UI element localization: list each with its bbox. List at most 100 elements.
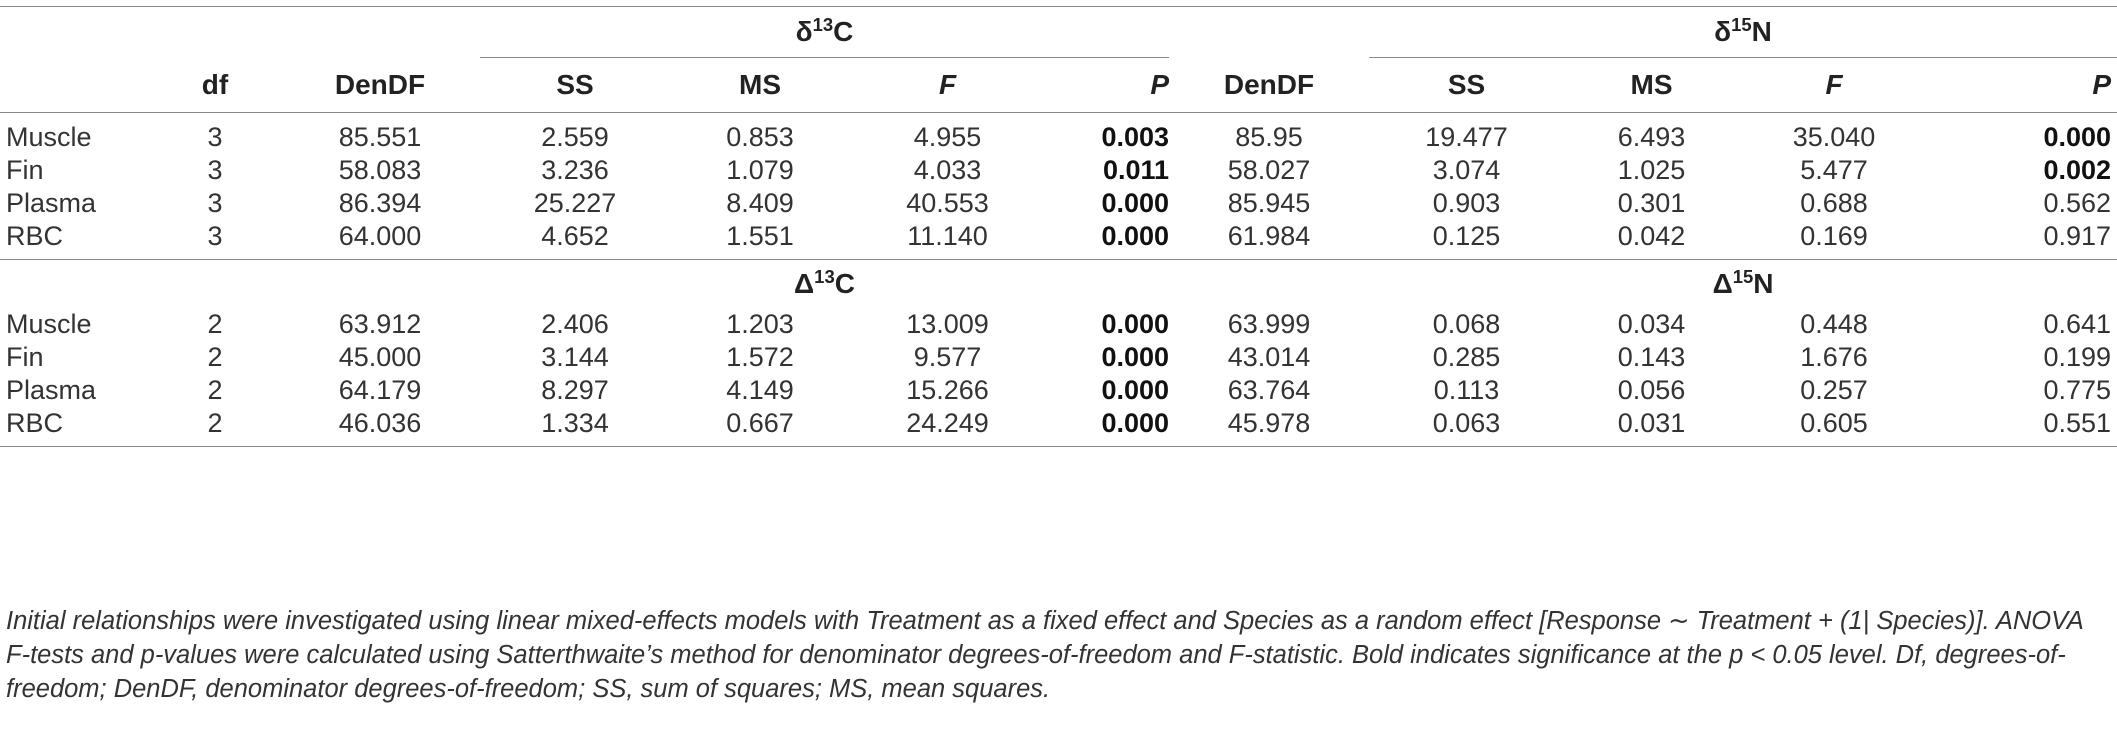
cell-dendf-n: 58.027 — [1227, 155, 1311, 185]
cell-p-c: 0.003 — [1101, 122, 1170, 152]
cell-f-n: 5.477 — [1800, 155, 1868, 185]
cell-ms-c: 8.409 — [726, 188, 794, 218]
cell-dendf-c: 45.000 — [338, 342, 422, 372]
cell-f-n: 0.448 — [1800, 309, 1868, 339]
cell-ss-n: 0.113 — [1433, 375, 1500, 405]
cell-f-c: 24.249 — [906, 408, 989, 438]
cell-ms-n: 0.042 — [1617, 221, 1686, 251]
cell-ms-n: 0.031 — [1617, 408, 1686, 438]
cell-ms-c: 1.572 — [726, 342, 794, 372]
column-header-row: df DenDF SS MS F P DenDF SS MS F P — [0, 58, 2117, 113]
cell-ms-n: 0.301 — [1617, 188, 1686, 218]
cell-ss-c: 1.334 — [541, 408, 609, 438]
cell-p-c: 0.000 — [1101, 375, 1170, 405]
cell-ms-c: 0.667 — [726, 408, 794, 438]
cell-f-c: 15.266 — [906, 375, 989, 405]
table-row: RBC 2 46.036 1.334 0.667 24.249 0.000 45… — [0, 407, 2117, 447]
cell-p-n: 0.002 — [2043, 155, 2112, 185]
cell-df: 3 — [207, 122, 223, 152]
cell-f-c: 4.955 — [913, 122, 982, 152]
table-row: Plasma 2 64.179 8.297 4.149 15.266 0.000… — [0, 374, 2117, 407]
cell-ss-n: 0.903 — [1432, 188, 1501, 218]
row-label-header — [0, 58, 150, 113]
table-row: Plasma 3 86.394 25.227 8.409 40.553 0.00… — [0, 187, 2117, 220]
cell-dendf-n: 61.984 — [1227, 221, 1311, 251]
cell-ss-c: 25.227 — [533, 188, 617, 218]
col-header-ss-n: SS — [1447, 69, 1486, 100]
cell-f-n: 1.676 — [1800, 342, 1868, 372]
cell-f-c: 9.577 — [913, 342, 982, 372]
cell-dendf-c: 64.000 — [338, 221, 422, 251]
cell-p-n: 0.775 — [2043, 375, 2112, 405]
cell-f-c: 13.009 — [906, 309, 989, 339]
cell-ss-c: 8.297 — [541, 375, 609, 405]
cell-p-n: 0.641 — [2043, 309, 2112, 339]
cell-f-n: 0.169 — [1800, 221, 1868, 251]
group-header-row: δ13C δ15N — [0, 6, 2117, 58]
table-row: RBC 3 64.000 4.652 1.551 11.140 0.000 61… — [0, 220, 2117, 260]
row-label: RBC — [6, 408, 64, 438]
cell-p-n: 0.562 — [2043, 188, 2112, 218]
cell-ss-c: 3.144 — [541, 342, 609, 372]
cell-ms-n: 0.034 — [1617, 309, 1686, 339]
empty-header-cell — [280, 7, 480, 58]
empty-header-cell — [280, 259, 480, 308]
cell-dendf-c: 63.912 — [338, 309, 422, 339]
cell-p-c: 0.000 — [1101, 188, 1170, 218]
col-header-ms-c: MS — [739, 69, 781, 100]
cell-ms-c: 1.203 — [726, 309, 794, 339]
empty-header-cell — [1169, 259, 1370, 308]
group-header-D15n: Δ15N — [1369, 259, 2117, 308]
cell-ss-c: 4.652 — [541, 221, 609, 251]
row-label: RBC — [6, 221, 64, 251]
cell-p-n: 0.551 — [2043, 408, 2112, 438]
cell-ms-c: 4.149 — [726, 375, 794, 405]
col-header-dendf-c: DenDF — [334, 68, 426, 100]
cell-p-n: 0.917 — [2043, 221, 2112, 251]
cell-df: 3 — [207, 155, 223, 185]
section-header-row: Δ13C Δ15N — [0, 259, 2117, 308]
anova-table: δ13C δ15N df DenDF SS MS F P DenDF SS MS… — [0, 6, 2117, 447]
empty-header-cell — [0, 7, 150, 58]
cell-df: 2 — [207, 342, 223, 372]
group-header-D13c: Δ13C — [480, 259, 1170, 308]
cell-p-c: 0.000 — [1101, 309, 1170, 339]
cell-df: 3 — [207, 221, 223, 251]
cell-f-c: 4.033 — [913, 155, 982, 185]
cell-dendf-n: 63.999 — [1227, 309, 1311, 339]
cell-f-c: 11.140 — [907, 221, 988, 251]
row-label: Fin — [6, 342, 44, 372]
cell-dendf-c: 46.036 — [338, 408, 422, 438]
table-row: Muscle 3 85.551 2.559 0.853 4.955 0.003 … — [0, 113, 2117, 155]
cell-f-c: 40.553 — [906, 188, 989, 218]
cell-p-c: 0.000 — [1101, 221, 1170, 251]
cell-ms-c: 1.551 — [726, 221, 794, 251]
cell-ss-n: 19.477 — [1425, 122, 1508, 152]
empty-header-cell — [1169, 7, 1369, 58]
cell-ss-n: 0.063 — [1432, 408, 1501, 438]
empty-header-cell — [0, 259, 150, 308]
row-label: Plasma — [6, 188, 97, 218]
row-label: Fin — [6, 155, 44, 185]
cell-dendf-n: 85.945 — [1227, 188, 1311, 218]
row-label: Muscle — [6, 309, 92, 339]
cell-dendf-c: 86.394 — [338, 188, 422, 218]
cell-ms-n: 0.143 — [1617, 342, 1686, 372]
cell-p-c: 0.000 — [1101, 342, 1170, 372]
cell-f-n: 0.605 — [1800, 408, 1868, 438]
cell-ms-c: 1.079 — [726, 155, 794, 185]
cell-dendf-c: 64.179 — [338, 375, 422, 405]
cell-f-n: 35.040 — [1792, 122, 1876, 152]
cell-df: 2 — [207, 309, 223, 339]
cell-dendf-c: 58.083 — [338, 155, 422, 185]
col-header-dendf-n: DenDF — [1223, 68, 1315, 100]
table-row: Muscle 2 63.912 2.406 1.203 13.009 0.000… — [0, 308, 2117, 341]
cell-f-n: 0.688 — [1800, 188, 1868, 218]
col-header-ms-n: MS — [1630, 69, 1673, 100]
col-header-p-n: P — [2092, 69, 2112, 100]
row-label: Plasma — [6, 375, 97, 405]
cell-ss-c: 2.406 — [541, 309, 609, 339]
cell-df: 3 — [207, 188, 223, 218]
cell-ms-n: 1.025 — [1617, 155, 1686, 185]
